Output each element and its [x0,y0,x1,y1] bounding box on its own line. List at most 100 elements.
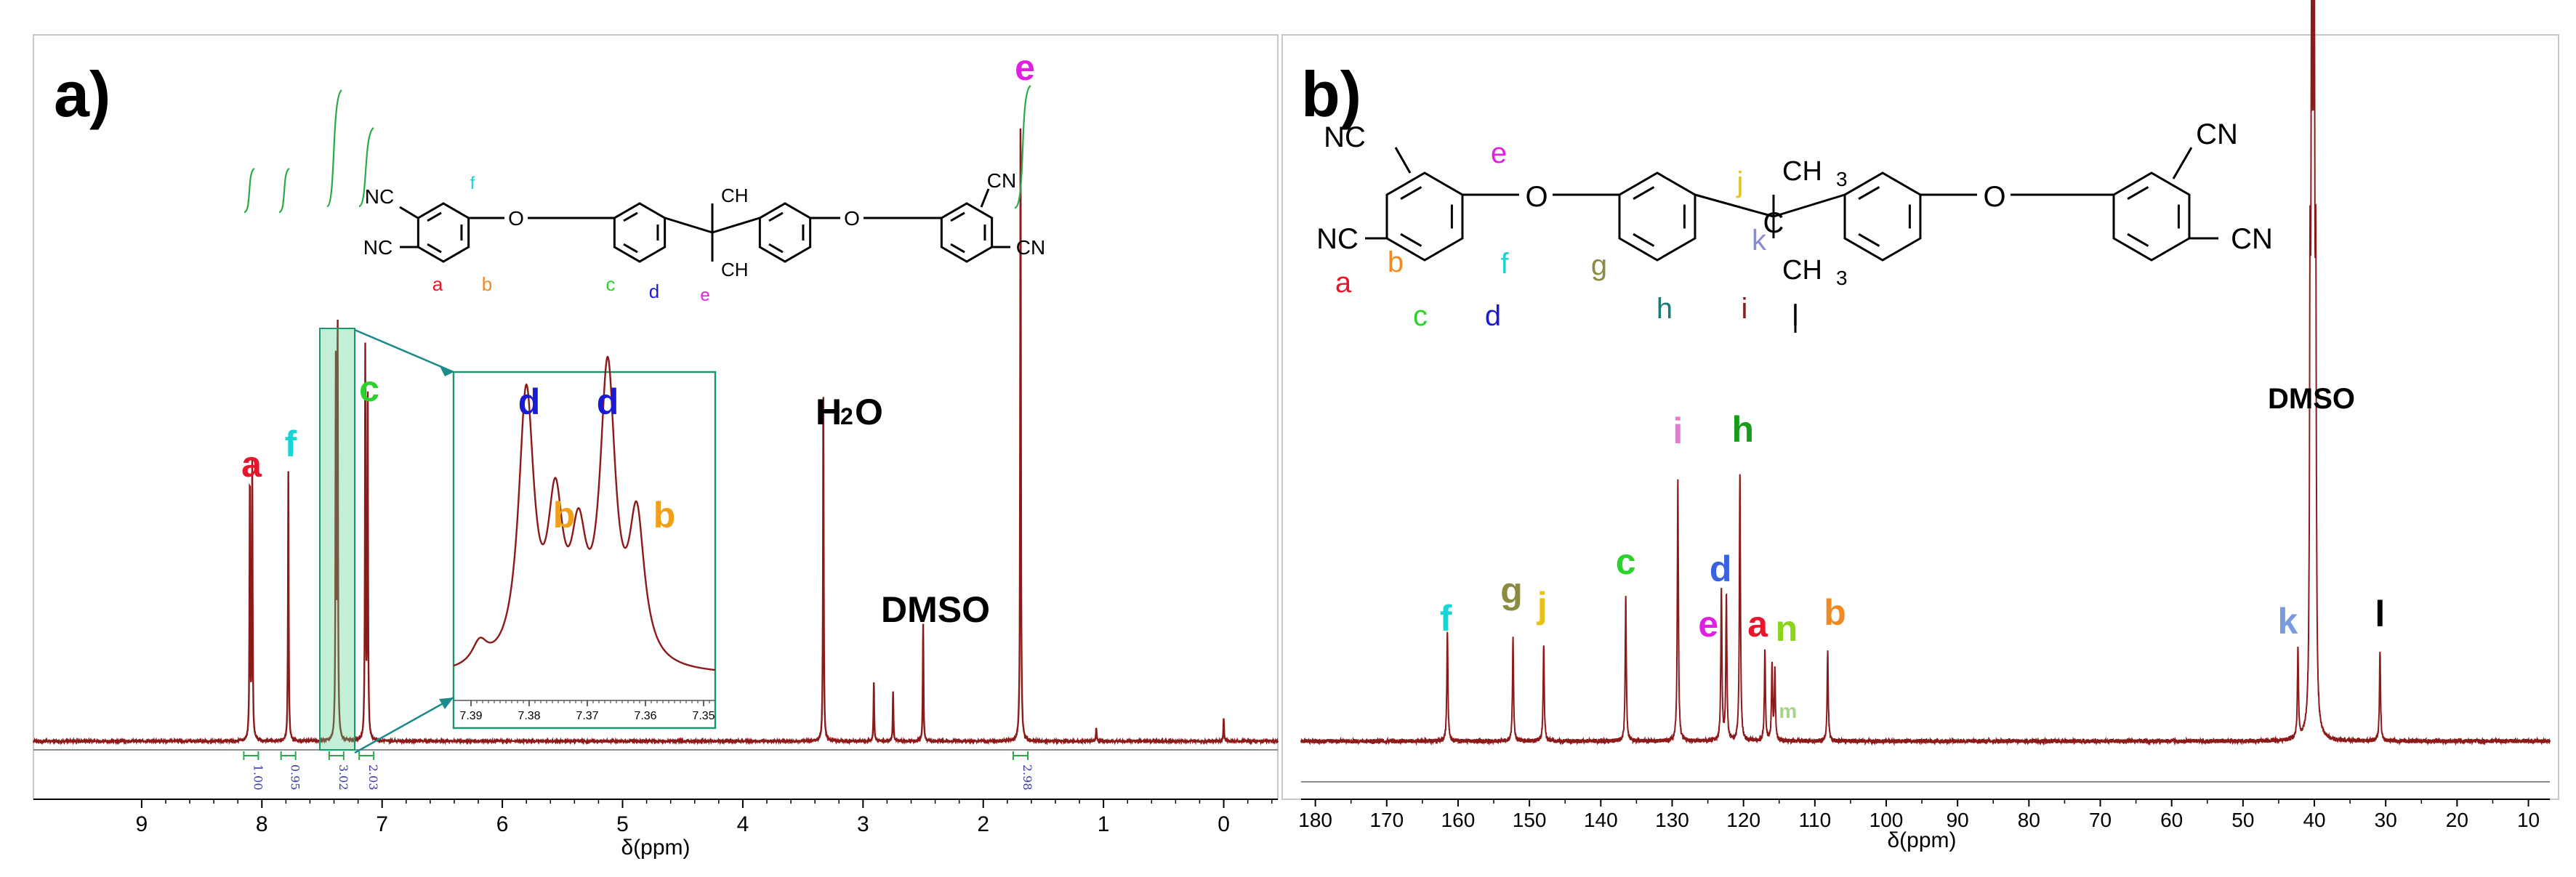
oxygen-label-2: O [844,207,860,230]
ring-a1-double-bond [427,211,442,222]
panel-a-tick-label: 8 [256,812,268,836]
panel-a-x-axis-label: δ(ppm) [621,836,690,860]
ring-a2-double-bond [623,243,638,254]
panel-a-tick-label: 0 [1217,812,1230,836]
panel-b-tick-label: 30 [2375,809,2397,831]
panel-a-highlight-region [319,328,355,751]
panel-a-peak-label-f: f [285,424,297,464]
panel-b-tick-label: 140 [1584,809,1618,831]
nc-left-label: NC [363,236,393,259]
mol-b-label-k: k [1752,225,1767,256]
inset-arrow-top [439,365,454,376]
h2o-h-label: H [816,392,842,432]
panel-a-peak-label-c: c [359,368,379,409]
panel-b-peak-label-n: n [1776,608,1798,649]
ring-b4 [2112,171,2191,262]
inset-spectrum-line [453,355,716,671]
panel-a-spectrum-line [33,128,1279,745]
panel-a-tag: a) [54,58,110,130]
panel-b-peak-label-i: i [1673,411,1683,451]
ring-a4-double-bond [950,211,965,222]
panel-b-peak-label-g: g [1500,570,1523,611]
cn-top-label: CN [987,169,1016,192]
panel-a-peak-label-a: a [241,444,262,485]
mol-a-label-b: b [482,273,492,295]
ring-b2-double-bond [1633,233,1655,247]
inset-label-b2: b [653,495,676,536]
central-carbon-label: C [1763,207,1784,239]
cn-top-label-b: CN [2196,118,2238,150]
ring-a4 [940,202,994,263]
inset-frame [452,371,717,730]
inset-label-d2: d [597,381,619,422]
ring-b4-double-bond [2127,233,2149,247]
panel-a-tick-label: 3 [857,812,869,836]
panel-b-tick-label: 90 [1947,809,1969,831]
integral-value: 1.00 [251,764,265,791]
mol-b-label-j: j [1736,166,1744,198]
panel-b-peak-label-b: b [1824,592,1846,633]
inset-label-d1: d [518,381,541,422]
nc-top-label: NC [365,185,394,208]
panel-b-tick-label: 70 [2089,809,2112,831]
ring-a1 [416,202,470,263]
oxygen-b-label-1: O [1525,181,1547,213]
integral-marker: 2.98 [1013,751,1034,791]
panel-b-peak-label-m: m [1779,700,1797,722]
panel-b-tick-label: 170 [1369,809,1404,831]
panel-b-tick-label: 180 [1298,809,1332,831]
ch3-bottom-sub-b: 3 [1836,267,1848,289]
mol-a-label-f: f [470,174,475,193]
mol-b-label-e: e [1491,137,1507,169]
panel-b-peak-labels: f g j c i ed h a n m b k l [1440,409,2385,722]
panel-a-tick-label: 2 [977,812,989,836]
h2o-subscript-label: 2 [840,403,853,429]
mol-a-label-c: c [606,273,616,295]
bond-center-right [712,217,760,234]
ring-b3-double-bond [1858,233,1880,247]
mol-b-label-a: a [1335,267,1352,299]
mol-b-label-c: c [1413,300,1428,332]
mol-b-label-i: i [1742,293,1748,325]
panel-b-tick-label: 110 [1799,809,1832,831]
panel-b-13c-nmr: b) 180 170 160 150 140 130 120 110 100 90 80 70 60 50… [1281,0,2559,852]
panel-b-tick-label: 150 [1513,809,1547,831]
integral-value: 0.95 [289,764,302,791]
inset-tick-label: 7.38 [518,710,540,722]
panel-b-peak-label-j: j [1537,585,1547,626]
ring-a3-double-bond [768,211,784,222]
ch3-top-label-b: CH [1782,156,1822,187]
panel-a-tick-label: 7 [376,812,388,836]
panel-a-inset: 7.39 7.38 7.37 7.36 7.35 d b d b [354,328,717,754]
bond-center-left [664,217,713,234]
panel-a-tick-label: 9 [136,812,148,836]
inset-tick-label: 7.39 [459,710,482,722]
oxygen-b-label-2: O [1983,181,2005,213]
panel-b-tick-label: 160 [1441,809,1476,831]
panel-a-tick-label: 1 [1098,812,1110,836]
cn-right-label: CN [1016,236,1045,259]
panel-b-peak-label-k: k [2278,601,2298,642]
integral-marker: 0.95 [280,751,302,791]
panel-a-molecule-structure: NC NC O CH CH O CN CN a b f c d e [363,169,1045,305]
ch3-top-sub-b: 3 [1836,168,1848,190]
panel-b-tick-label: 120 [1726,809,1760,831]
ring-b4-double-bond [2127,186,2149,201]
panel-b-frame [1281,34,2559,800]
ch3-top-label: CH [721,185,749,206]
panel-b-peak-label-d: d [1710,549,1732,589]
mol-a-label-a: a [432,273,443,295]
panel-a-x-ticks: 9 8 7 6 5 4 3 2 1 0 [136,799,1273,836]
panel-a-1h-nmr: a) 9 8 7 6 5 4 3 2 1 0 δ(ppm) a f c e H 2 O DMSO [33,34,1279,860]
panel-b-peak-label-h: h [1731,409,1754,450]
panel-b-tick-label: 130 [1655,809,1689,831]
nc-left-label-b: NC [1316,223,1359,255]
ch3-bottom-label: CH [721,259,749,280]
mol-b-label-l: l [1792,300,1799,332]
bond-b-center-left [1694,193,1774,218]
panel-a-water-label: H 2 O [816,392,883,432]
mol-a-label-d: d [649,280,659,302]
bond-b-center-right [1773,193,1846,218]
integral-value: 3.02 [337,764,350,791]
inset-arrow-bottom [439,698,454,709]
